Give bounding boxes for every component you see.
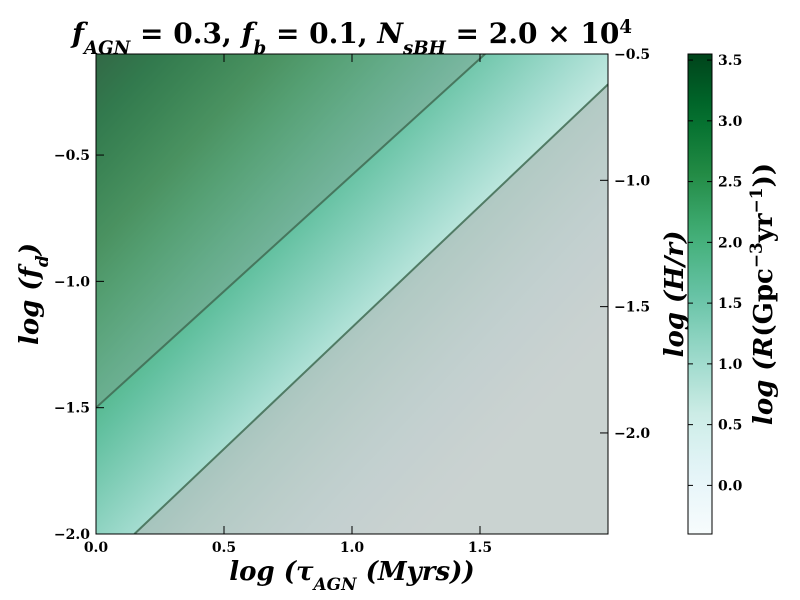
y-tick-label: −2.0 (54, 527, 90, 543)
colorbar-tick-label: 1.0 (718, 357, 743, 373)
heatmap-plot (95, 53, 609, 535)
x-tick-label: 1.5 (468, 540, 492, 556)
x-axis-label: log (τAGN (Myrs)) (229, 557, 474, 594)
y2-tick-label: −2.0 (614, 426, 650, 442)
y-axis-label: log (fd) (15, 243, 52, 345)
y-axis-ticks: −2.0 −1.5 −1.0 −0.5 (54, 148, 104, 543)
colorbar-tick-label: 0.0 (718, 478, 743, 494)
colorbar-tick-label: 3.5 (718, 53, 742, 69)
y2-tick-label: −0.5 (614, 47, 650, 63)
x-tick-label: 0.5 (212, 540, 236, 556)
x-tick-label: 0.0 (84, 540, 109, 556)
y2-axis-ticks: −2.0 −1.5 −1.0 −0.5 (600, 47, 650, 442)
y2-tick-label: −1.0 (614, 173, 650, 189)
colorbar-ticks: 0.0 0.5 1.0 1.5 2.0 2.5 3.0 3.5 (688, 53, 743, 494)
colorbar: 0.0 0.5 1.0 1.5 2.0 2.5 3.0 3.5 (687, 53, 743, 535)
colorbar-gradient (687, 53, 713, 535)
y-tick-label: −1.5 (54, 401, 90, 417)
colorbar-label: log (R(Gpc−3yr−1)) (746, 163, 779, 425)
boundary-line-upper (96, 54, 486, 409)
y2-axis-label: log (H/r) (660, 231, 690, 358)
y-tick-label: −1.0 (54, 274, 90, 290)
colorbar-tick-label: 2.5 (718, 175, 742, 191)
colorbar-tick-label: 1.5 (718, 296, 742, 312)
colorbar-tick-label: 0.5 (718, 418, 742, 434)
y-tick-label: −0.5 (54, 148, 90, 164)
colorbar-tick-label: 3.0 (718, 114, 743, 130)
chart-title: fAGN = 0.3, fb = 0.1, NsBH = 2.0 × 104 (70, 17, 632, 59)
boundary-line-lower (133, 83, 608, 534)
y2-tick-label: −1.5 (614, 300, 650, 316)
x-tick-label: 1.0 (340, 540, 365, 556)
x-axis-ticks: 0.0 0.5 1.0 1.5 (84, 54, 492, 556)
colorbar-tick-label: 2.0 (718, 235, 743, 251)
